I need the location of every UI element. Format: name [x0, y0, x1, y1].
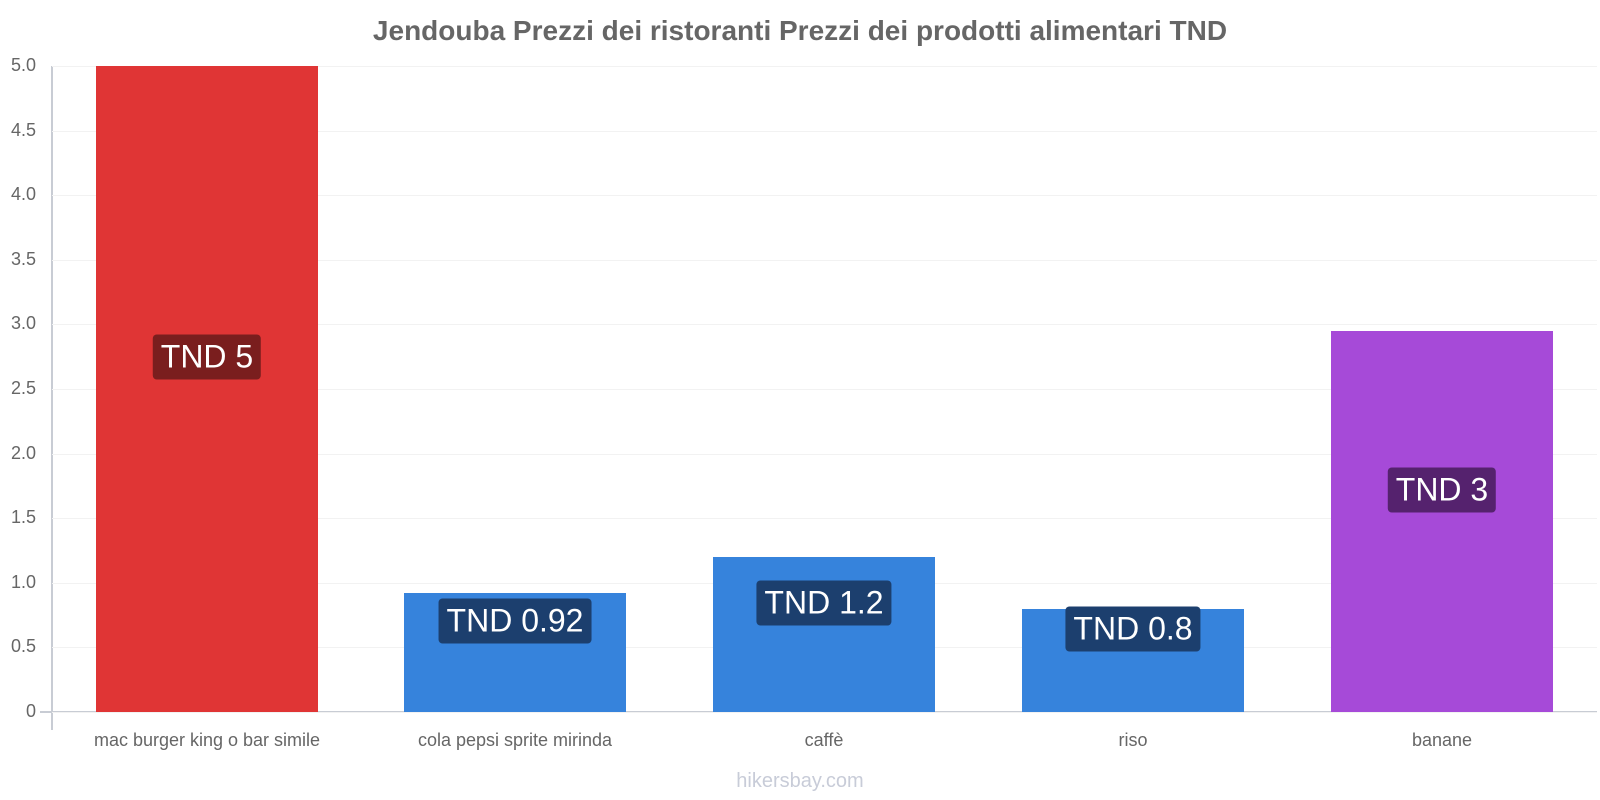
y-tick-label: 0	[25, 701, 36, 721]
chart-title: Jendouba Prezzi dei ristoranti Prezzi de…	[372, 15, 1228, 46]
y-tick-label: 1.5	[10, 507, 36, 528]
bar-value-label: TND 5	[152, 334, 262, 380]
bar-value-label: TND 1.2	[756, 580, 892, 626]
gridline	[52, 518, 1597, 520]
x-category-label: caffè	[804, 730, 844, 750]
y-tick-label: 2.0	[10, 442, 36, 463]
bar-value-label: TND 3	[1387, 467, 1497, 513]
y-tick-label: 3.0	[10, 313, 36, 334]
bar-value-label: TND 0.8	[1065, 606, 1201, 652]
y-tick-label: 2.5	[10, 378, 36, 398]
bar-4[interactable]	[1331, 330, 1553, 712]
y-tick-label: 0.5	[10, 636, 36, 657]
gridline	[52, 130, 1597, 132]
x-category-label: mac burger king o bar simile	[93, 730, 321, 750]
gridline	[52, 389, 1597, 390]
y-axis-line	[51, 66, 53, 730]
gridline	[52, 259, 1597, 261]
y-tick-label: 3.5	[10, 248, 36, 269]
gridline	[52, 712, 1597, 713]
gridline	[52, 453, 1597, 455]
x-category-label: cola pepsi sprite mirinda	[417, 730, 613, 750]
y-tick-label: 4.0	[10, 184, 36, 205]
watermark: hikersbay.com	[736, 770, 864, 792]
y-tick-label: 1.0	[10, 571, 36, 592]
x-category-label: banane	[1411, 730, 1473, 750]
bar-value-label: TND 0.92	[438, 598, 592, 644]
gridline	[52, 195, 1597, 197]
gridline	[52, 66, 1597, 67]
x-category-label: riso	[1118, 730, 1148, 750]
y-tick-label: 5.0	[10, 55, 36, 75]
bar-0[interactable]	[96, 66, 318, 712]
gridline	[52, 324, 1597, 326]
y-tick-label: 4.5	[10, 119, 36, 140]
